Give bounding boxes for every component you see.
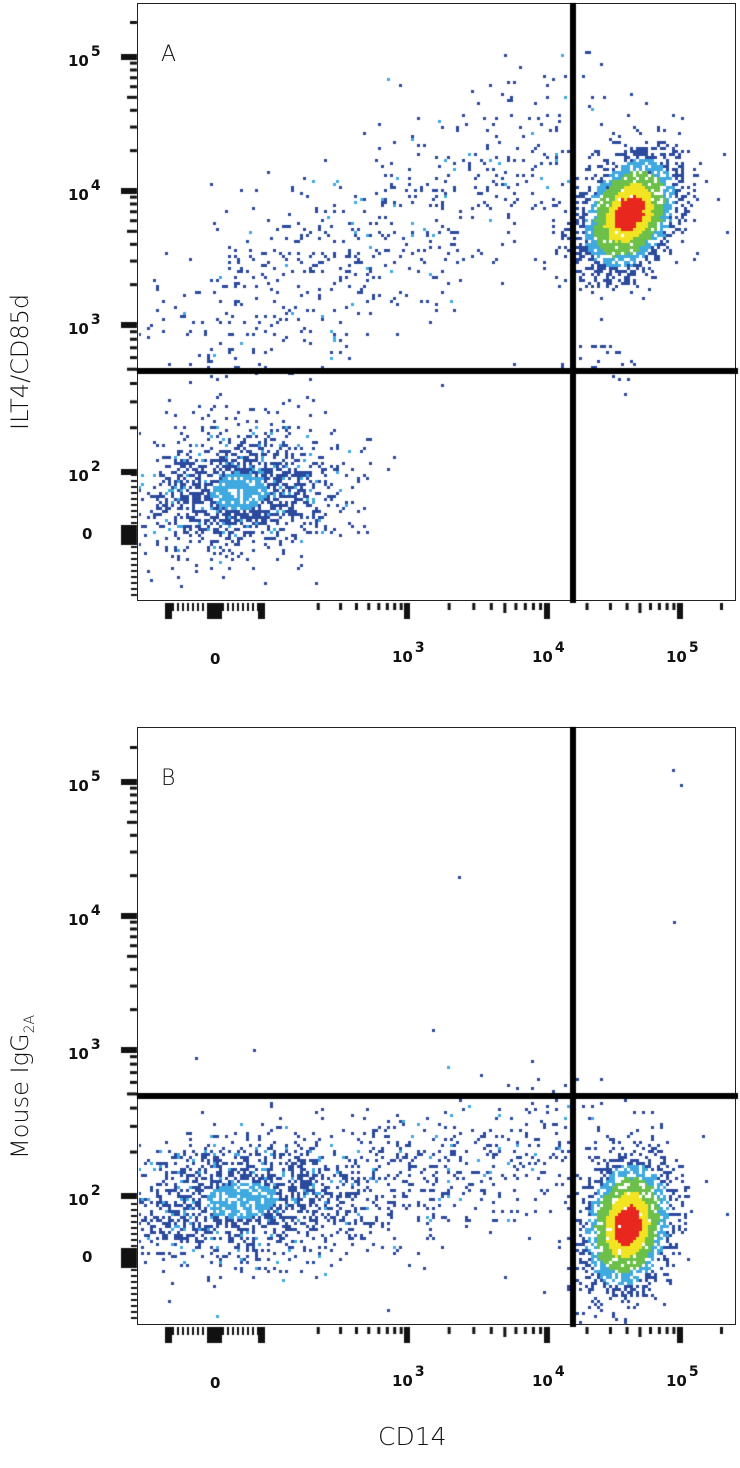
xtick-a-1e5: 10 5 xyxy=(666,640,699,666)
xtick-a-1e3: 10 3 xyxy=(392,640,425,666)
xtick-a-1e4: 10 4 xyxy=(532,640,565,666)
xtick-b-1e4: 10 4 xyxy=(532,1364,565,1390)
panel-label-a: A xyxy=(161,42,177,67)
ytick-b-1e3: 10 3 xyxy=(68,1037,101,1063)
ylabel-a: ILT4/CD85d xyxy=(6,293,34,430)
ytick-b-1e4: 10 4 xyxy=(68,903,101,929)
panel-label-b: B xyxy=(161,766,176,791)
scatter-plot-b xyxy=(0,724,740,1424)
panel-b: B 10 5 10 4 10 3 10 2 0 0 10 3 10 4 10 5 Mouse … xyxy=(0,724,740,1468)
ytick-a-1e2: 10 2 xyxy=(68,459,101,485)
scatter-plot-a xyxy=(0,0,740,700)
xtick-b-1e3: 10 3 xyxy=(392,1364,425,1390)
ytick-a-1e3: 10 3 xyxy=(68,312,101,338)
xtick-b-1e5: 10 5 xyxy=(666,1364,699,1390)
ytick-b-1e2: 10 2 xyxy=(68,1183,101,1209)
xlabel: CD14 xyxy=(378,1422,447,1451)
ytick-b-0: 0 xyxy=(82,1248,93,1266)
ytick-a-1e5: 10 5 xyxy=(68,44,101,70)
ytick-a-1e4: 10 4 xyxy=(68,178,101,204)
panel-a: A 10 5 10 4 10 3 10 2 0 0 10 3 10 4 10 5 ILT4/C… xyxy=(0,0,740,700)
xtick-b-0: 0 xyxy=(210,1374,221,1392)
ytick-a-0: 0 xyxy=(82,525,93,543)
ylabel-b: Mouse IgG2A xyxy=(6,1014,38,1159)
ytick-b-1e5: 10 5 xyxy=(68,769,101,795)
xtick-a-0: 0 xyxy=(210,650,221,668)
